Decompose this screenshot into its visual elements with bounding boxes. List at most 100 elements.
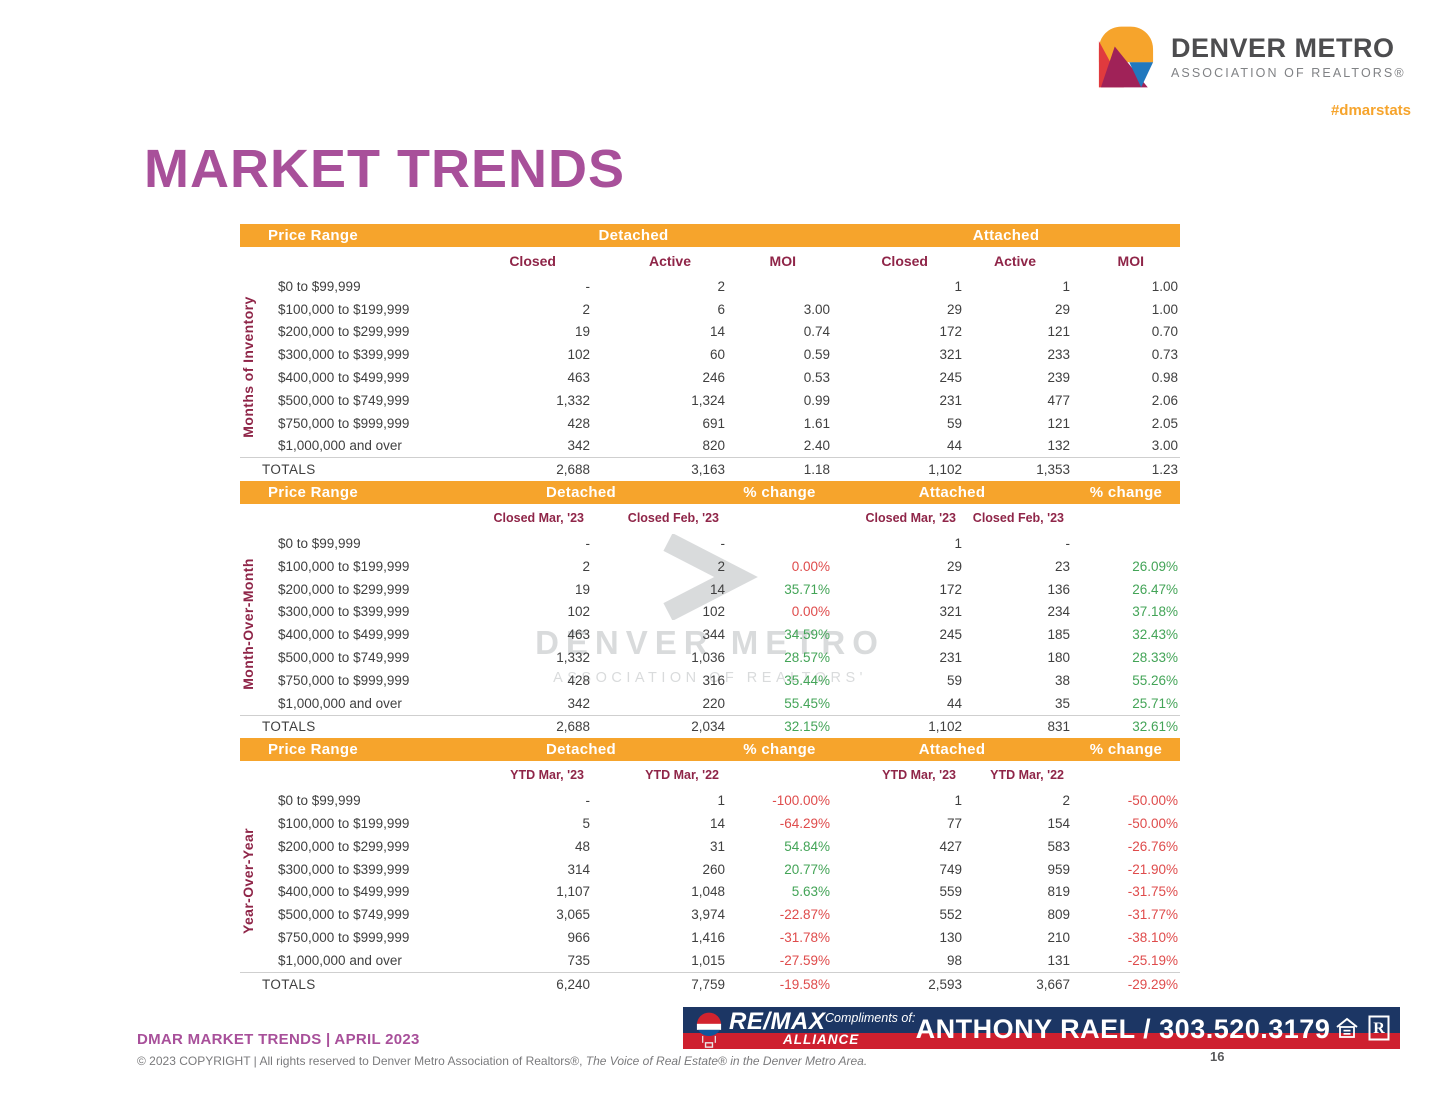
value-cell: -31.78%	[779, 930, 830, 946]
price-range-header: Price Range	[268, 741, 359, 759]
price-range-label: $1,000,000 and over	[278, 695, 402, 711]
value-cell: 552	[939, 907, 962, 923]
price-range-header: Price Range	[268, 227, 359, 244]
price-range-label: $750,000 to $999,999	[278, 672, 410, 688]
table-row: $500,000 to $749,999 3,065 3,974 -22.87% 552…	[240, 903, 1180, 926]
value-cell: 32.15%	[784, 719, 830, 735]
value-cell: -100.00%	[772, 793, 830, 809]
price-range-label: $750,000 to $999,999	[278, 415, 410, 431]
price-range-label: TOTALS	[262, 976, 316, 992]
value-cell: 959	[1047, 861, 1070, 877]
price-range-label: $750,000 to $999,999	[278, 930, 410, 946]
value-cell: 59	[946, 415, 962, 431]
value-cell: 559	[939, 884, 962, 900]
value-cell: 735	[567, 952, 590, 968]
subheader-row: Closed Mar, '23 Closed Feb, '23 Closed M…	[240, 504, 1180, 532]
value-cell: 0.99	[803, 392, 830, 408]
value-cell: -31.75%	[1127, 884, 1178, 900]
price-range-label: $1,000,000 and over	[278, 952, 402, 968]
table-row: $300,000 to $399,999 102 60 0.59 321 233 0.73	[240, 343, 1180, 366]
column-header: Closed Feb, '23	[972, 511, 1064, 526]
value-cell: 35	[1054, 695, 1070, 711]
table-row: $400,000 to $499,999 463 246 0.53 245 239 0.98	[240, 366, 1180, 389]
value-cell: 23	[1054, 558, 1070, 574]
table-row: $200,000 to $299,999 19 14 35.71% 172 136 26.4…	[240, 578, 1180, 601]
value-cell: 1.00	[1151, 278, 1178, 294]
value-cell: 29	[946, 301, 962, 317]
value-cell: 1,048	[691, 884, 725, 900]
remax-banner: RE/MAX ALLIANCE Compliments of: ANTHONY …	[683, 1007, 1400, 1049]
column-header: YTD Mar, '22	[645, 768, 719, 783]
value-cell: 29	[1054, 301, 1070, 317]
dmar-logo-icon	[1098, 26, 1154, 88]
price-range-label: $400,000 to $499,999	[278, 627, 410, 643]
value-cell: 583	[1047, 838, 1070, 854]
price-range-label: $0 to $99,999	[278, 278, 361, 294]
section-label-vertical: Months of Inventory	[240, 295, 256, 438]
value-cell: 260	[702, 861, 725, 877]
value-cell: 1.23	[1151, 462, 1178, 478]
month-over-month-table: Month-Over-Month Price Range Detached % …	[240, 481, 1180, 738]
column-header: YTD Mar, '23	[882, 768, 956, 783]
table-row: $1,000,000 and over 735 1,015 -27.59% 98 131 -…	[240, 949, 1180, 972]
table-row: $0 to $99,999 - 1 -100.00% 1 2 -50.00%	[240, 789, 1180, 812]
price-range-label: $200,000 to $299,999	[278, 324, 410, 340]
value-cell: 1	[1062, 278, 1070, 294]
value-cell: 2.06	[1151, 392, 1178, 408]
price-range-label: $100,000 to $199,999	[278, 816, 410, 832]
value-cell: 54.84%	[784, 838, 830, 854]
column-header: Closed Mar, '23	[493, 511, 584, 526]
value-cell: 427	[939, 838, 962, 854]
value-cell: 0.74	[803, 324, 830, 340]
price-range-label: $200,000 to $299,999	[278, 581, 410, 597]
value-cell: 809	[1047, 907, 1070, 923]
value-cell: -19.58%	[779, 976, 830, 992]
value-cell: 14	[709, 581, 725, 597]
value-cell: 3,974	[691, 907, 725, 923]
value-cell: 102	[567, 604, 590, 620]
value-cell: 121	[1047, 324, 1070, 340]
table-row: $0 to $99,999 - - 1 -	[240, 532, 1180, 555]
price-range-label: $400,000 to $499,999	[278, 884, 410, 900]
value-cell: 245	[939, 627, 962, 643]
column-header: Active	[648, 253, 691, 269]
value-cell: 231	[939, 650, 962, 666]
price-range-label: $500,000 to $749,999	[278, 650, 410, 666]
value-cell: -	[585, 278, 591, 294]
attached-header: Attached	[972, 227, 1040, 244]
value-cell: 0.59	[803, 347, 830, 363]
value-cell: -22.87%	[779, 907, 830, 923]
value-cell: 321	[939, 347, 962, 363]
value-cell: 2,688	[556, 719, 590, 735]
table-header-bar: Price Range Detached Attached	[240, 224, 1180, 247]
value-cell: 26.09%	[1132, 558, 1178, 574]
table-row: $1,000,000 and over 342 220 55.45% 44 35 25.71…	[240, 692, 1180, 715]
value-cell: 14	[709, 324, 725, 340]
hashtag: #dmarstats	[1330, 102, 1411, 119]
column-header: MOI	[769, 253, 796, 269]
table-row: $400,000 to $499,999 1,107 1,048 5.63% 559 81…	[240, 881, 1180, 904]
value-cell: 44	[946, 438, 962, 454]
value-cell: -	[585, 793, 591, 809]
watermark-line2: ASSOCIATION OF REALTORS'	[553, 670, 867, 686]
value-cell: 60	[709, 347, 725, 363]
value-cell: 0.00%	[791, 604, 830, 620]
price-range-label: $500,000 to $749,999	[278, 907, 410, 923]
value-cell: 1	[954, 793, 962, 809]
price-range-label: TOTALS	[262, 462, 316, 478]
value-cell: 154	[1047, 816, 1070, 832]
brand-subtitle: ASSOCIATION OF REALTORS®	[1171, 66, 1406, 81]
value-cell: 102	[702, 604, 725, 620]
value-cell: -	[585, 536, 591, 552]
value-cell: 5.63%	[791, 884, 830, 900]
value-cell: 316	[702, 672, 725, 688]
column-header: Closed	[881, 253, 928, 269]
tables: Months of Inventory Price Range Detached…	[240, 224, 1180, 996]
value-cell: -	[1065, 536, 1071, 552]
year-over-year-table: Year-Over-Year Price Range Detached % ch…	[240, 738, 1180, 995]
value-cell: 1,015	[691, 952, 725, 968]
price-range-label: $1,000,000 and over	[278, 438, 402, 454]
table-header-bar: Price Range Detached % change Attached %…	[240, 738, 1180, 762]
value-cell: 1,332	[556, 392, 590, 408]
price-range-label: $400,000 to $499,999	[278, 370, 410, 386]
